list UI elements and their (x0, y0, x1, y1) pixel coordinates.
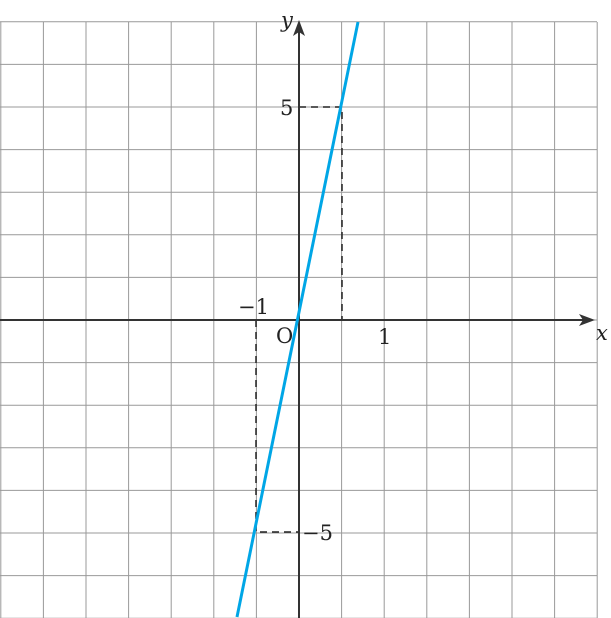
x-tick-label-neg1: −1 (238, 295, 269, 319)
x-tick-label-1: 1 (378, 325, 391, 349)
origin-label: O (276, 324, 293, 348)
y-axis-label: y (280, 8, 294, 32)
graph-line (235, 21, 360, 618)
x-axis-label: x (596, 321, 608, 345)
guide-negative (255, 320, 299, 533)
y-axis-arrow-icon (293, 20, 305, 36)
y-tick-label-5: 5 (280, 96, 293, 120)
y-tick-label-neg5: −5 (302, 521, 333, 545)
x-axis-arrow-icon (579, 314, 595, 326)
